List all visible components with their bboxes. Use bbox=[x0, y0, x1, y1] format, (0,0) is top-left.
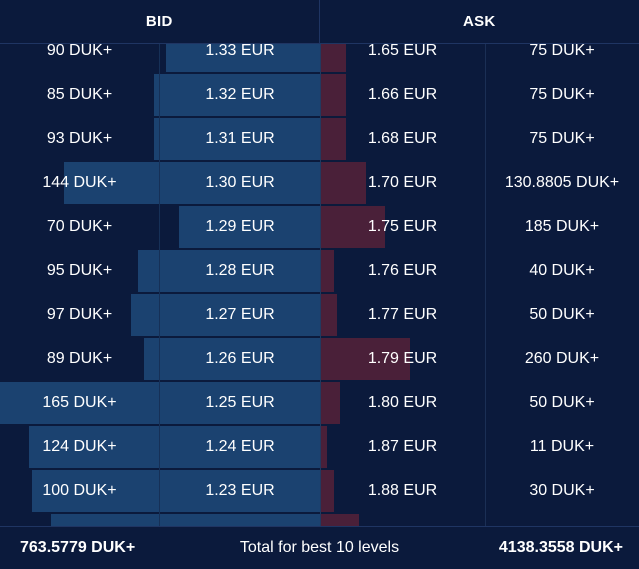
bid-amount: 144 DUK+ bbox=[0, 161, 159, 205]
orderbook-footer: Total for best 10 levels 763.5779 DUK+ 4… bbox=[0, 526, 639, 562]
bid-side: 93 DUK+1.31 EUR bbox=[0, 117, 320, 161]
orderbook-header: BID ASK bbox=[0, 0, 639, 44]
ask-column-header: ASK bbox=[320, 0, 639, 43]
ask-price: 1.75 EUR bbox=[321, 205, 484, 249]
bid-amount: 85 DUK+ bbox=[0, 73, 159, 117]
ask-price: 1.66 EUR bbox=[321, 73, 484, 117]
bid-amount: 165 DUK+ bbox=[0, 381, 159, 425]
bid-side: 90 DUK+1.33 EUR bbox=[0, 44, 320, 73]
ask-amount: 260 DUK+ bbox=[485, 337, 639, 381]
bid-amount: 124 DUK+ bbox=[0, 425, 159, 469]
center-divider bbox=[320, 44, 321, 526]
ask-amount: 185 DUK+ bbox=[485, 205, 639, 249]
ask-amount: 40 DUK+ bbox=[485, 249, 639, 293]
bid-side bbox=[0, 513, 320, 526]
bid-price bbox=[160, 513, 320, 526]
bid-price: 1.28 EUR bbox=[160, 249, 320, 293]
ask-price: 1.88 EUR bbox=[321, 469, 484, 513]
ask-amount: 130.8805 DUK+ bbox=[485, 161, 639, 205]
bid-price: 1.31 EUR bbox=[160, 117, 320, 161]
bid-price: 1.32 EUR bbox=[160, 73, 320, 117]
bid-price: 1.23 EUR bbox=[160, 469, 320, 513]
bid-price: 1.33 EUR bbox=[160, 44, 320, 73]
bid-column-divider bbox=[159, 44, 160, 526]
ask-price bbox=[321, 513, 484, 526]
bid-price: 1.30 EUR bbox=[160, 161, 320, 205]
ask-price: 1.76 EUR bbox=[321, 249, 484, 293]
ask-price: 1.79 EUR bbox=[321, 337, 484, 381]
ask-price: 1.65 EUR bbox=[321, 44, 484, 73]
bid-amount: 95 DUK+ bbox=[0, 249, 159, 293]
bid-price: 1.26 EUR bbox=[160, 337, 320, 381]
bid-side: 70 DUK+1.29 EUR bbox=[0, 205, 320, 249]
bid-amount: 90 DUK+ bbox=[0, 44, 159, 73]
ask-amount: 75 DUK+ bbox=[485, 44, 639, 73]
ask-price: 1.87 EUR bbox=[321, 425, 484, 469]
ask-amount: 50 DUK+ bbox=[485, 293, 639, 337]
bid-side: 95 DUK+1.28 EUR bbox=[0, 249, 320, 293]
ask-amount: 75 DUK+ bbox=[485, 117, 639, 161]
bid-amount: 89 DUK+ bbox=[0, 337, 159, 381]
bid-amount bbox=[0, 513, 159, 526]
bid-amount: 97 DUK+ bbox=[0, 293, 159, 337]
bid-side: 89 DUK+1.26 EUR bbox=[0, 337, 320, 381]
bid-amount: 93 DUK+ bbox=[0, 117, 159, 161]
ask-side bbox=[321, 513, 639, 526]
bid-side: 165 DUK+1.25 EUR bbox=[0, 381, 320, 425]
bid-price: 1.25 EUR bbox=[160, 381, 320, 425]
ask-column-divider bbox=[485, 44, 486, 526]
ask-price: 1.80 EUR bbox=[321, 381, 484, 425]
ask-price: 1.70 EUR bbox=[321, 161, 484, 205]
ask-total: 4138.3558 DUK+ bbox=[499, 527, 623, 569]
ask-price: 1.68 EUR bbox=[321, 117, 484, 161]
bid-price: 1.27 EUR bbox=[160, 293, 320, 337]
bid-column-header: BID bbox=[0, 0, 320, 43]
ask-amount: 50 DUK+ bbox=[485, 381, 639, 425]
bid-side: 144 DUK+1.30 EUR bbox=[0, 161, 320, 205]
bid-side: 100 DUK+1.23 EUR bbox=[0, 469, 320, 513]
bid-price: 1.24 EUR bbox=[160, 425, 320, 469]
ask-amount bbox=[485, 513, 639, 526]
bid-side: 85 DUK+1.32 EUR bbox=[0, 73, 320, 117]
bid-amount: 70 DUK+ bbox=[0, 205, 159, 249]
ask-amount: 30 DUK+ bbox=[485, 469, 639, 513]
bid-side: 97 DUK+1.27 EUR bbox=[0, 293, 320, 337]
ask-price: 1.77 EUR bbox=[321, 293, 484, 337]
bid-amount: 100 DUK+ bbox=[0, 469, 159, 513]
bid-price: 1.29 EUR bbox=[160, 205, 320, 249]
ask-amount: 75 DUK+ bbox=[485, 73, 639, 117]
bid-total: 763.5779 DUK+ bbox=[20, 527, 135, 569]
ask-amount: 11 DUK+ bbox=[485, 425, 639, 469]
bid-side: 124 DUK+1.24 EUR bbox=[0, 425, 320, 469]
